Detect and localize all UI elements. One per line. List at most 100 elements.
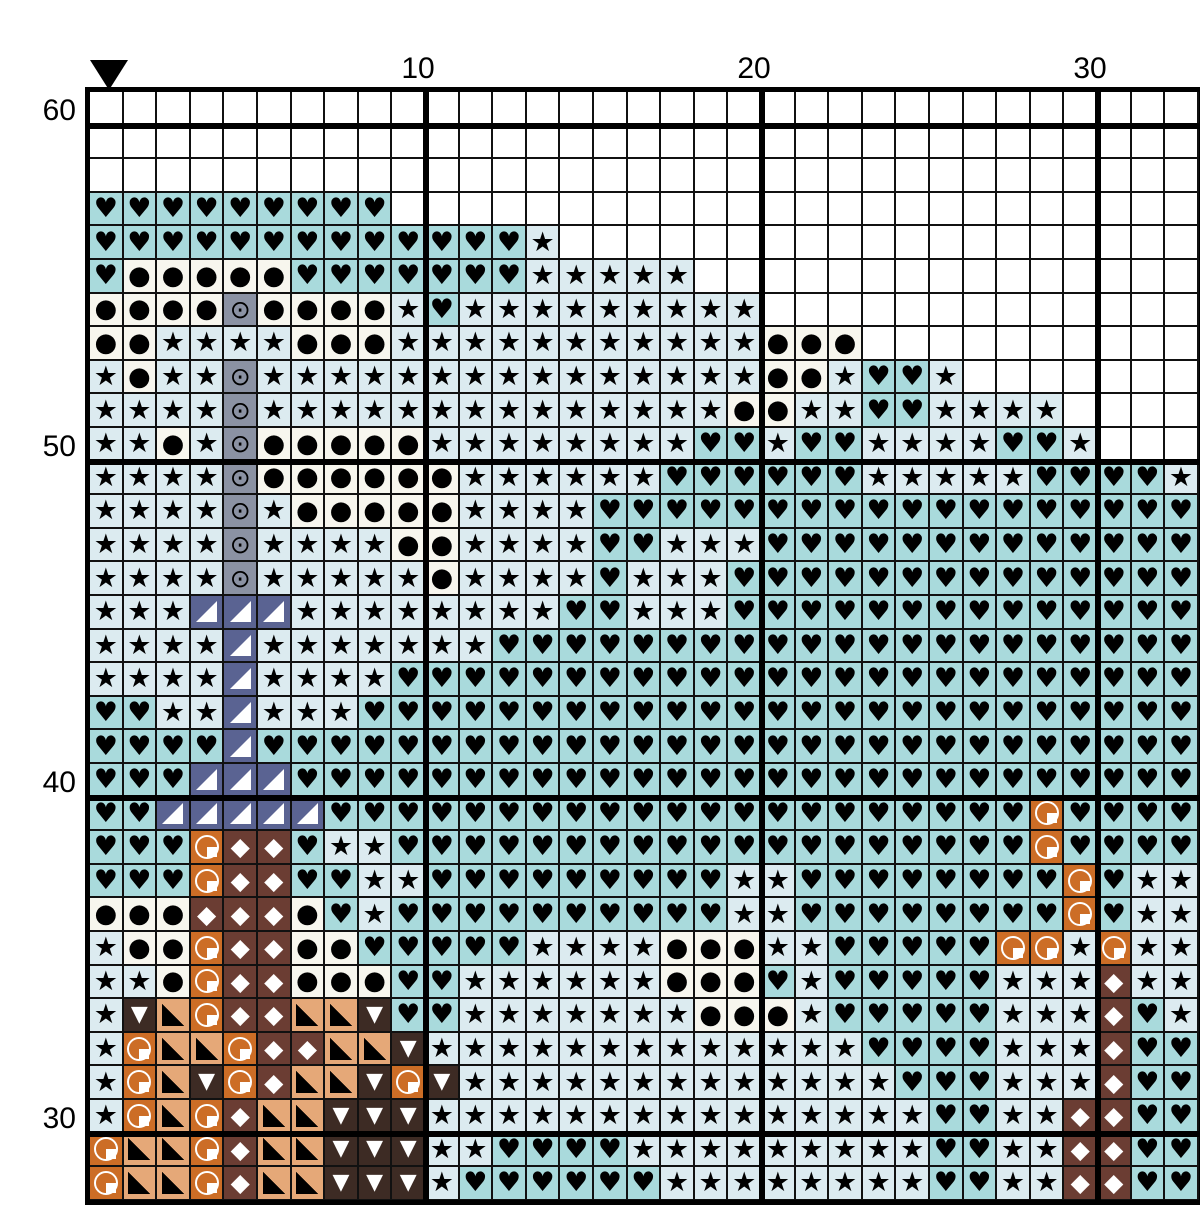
stitch-cell[interactable]: ♥	[762, 495, 796, 529]
stitch-cell[interactable]: ♥	[829, 461, 863, 496]
stitch-cell[interactable]	[426, 92, 460, 126]
stitch-cell[interactable]: ♥	[123, 764, 158, 798]
stitch-cell[interactable]: ♥	[459, 696, 494, 731]
stitch-cell[interactable]: ♥	[560, 1167, 594, 1200]
stitch-cell[interactable]: ♥	[997, 562, 1031, 596]
stitch-cell[interactable]: ★	[862, 1167, 897, 1200]
stitch-cell[interactable]: ●	[258, 260, 292, 294]
stitch-cell[interactable]: ♥	[594, 730, 628, 764]
stitch-cell[interactable]: ♥	[493, 696, 527, 731]
stitch-cell[interactable]: ♥	[426, 730, 460, 764]
stitch-cell[interactable]	[526, 192, 561, 227]
stitch-cell[interactable]	[829, 125, 863, 160]
stitch-cell[interactable]: ♥	[190, 730, 225, 764]
stitch-cell[interactable]: ★	[459, 629, 494, 664]
stitch-cell[interactable]	[123, 125, 158, 160]
stitch-cell[interactable]: ♥	[594, 1133, 628, 1168]
stitch-cell[interactable]: ♥	[1030, 864, 1065, 899]
stitch-cell[interactable]: ♥	[963, 999, 998, 1033]
stitch-cell[interactable]: ◆	[1098, 1100, 1132, 1134]
stitch-cell[interactable]: ♥	[1165, 1167, 1199, 1200]
stitch-cell[interactable]: ♥	[930, 1100, 964, 1134]
stitch-cell[interactable]	[862, 125, 897, 160]
stitch-cell[interactable]: ◆	[224, 898, 258, 932]
stitch-cell[interactable]: ♥	[963, 1066, 998, 1100]
stitch-cell[interactable]: ★	[560, 461, 594, 496]
stitch-cell[interactable]: ♥	[1131, 629, 1166, 664]
stitch-cell[interactable]: ●	[762, 360, 796, 395]
stitch-cell[interactable]	[896, 327, 930, 361]
stitch-cell[interactable]: ♥	[829, 898, 863, 932]
stitch-cell[interactable]: ●	[694, 999, 729, 1033]
stitch-cell[interactable]: ★	[123, 495, 158, 529]
stitch-cell[interactable]: ♥	[291, 730, 326, 764]
stitch-cell[interactable]: ♥	[392, 663, 426, 697]
stitch-cell[interactable]	[157, 92, 191, 126]
stitch-cell[interactable]: ★	[661, 1066, 695, 1100]
stitch-cell[interactable]: ♥	[795, 730, 830, 764]
stitch-cell[interactable]	[1098, 260, 1132, 294]
stitch-cell[interactable]: ★	[560, 1032, 594, 1067]
stitch-cell[interactable]: ♥	[997, 629, 1031, 664]
stitch-cell[interactable]: ●	[661, 932, 695, 966]
stitch-cell[interactable]: ★	[896, 461, 930, 496]
stitch-cell[interactable]: ◆	[1098, 1066, 1132, 1100]
stitch-cell[interactable]: ★	[123, 629, 158, 664]
stitch-cell[interactable]: ♥	[560, 1133, 594, 1168]
stitch-cell[interactable]	[930, 192, 964, 227]
stitch-cell[interactable]	[594, 226, 628, 260]
stitch-cell[interactable]	[694, 192, 729, 227]
stitch-cell[interactable]	[90, 1133, 124, 1168]
stitch-cell[interactable]: ♥	[392, 999, 426, 1033]
stitch-cell[interactable]	[1165, 394, 1199, 428]
stitch-cell[interactable]: ●	[694, 965, 729, 1000]
stitch-cell[interactable]: ★	[325, 831, 359, 865]
stitch-cell[interactable]	[896, 92, 930, 126]
stitch-cell[interactable]	[325, 92, 359, 126]
stitch-cell[interactable]: ♥	[930, 528, 964, 563]
stitch-cell[interactable]: ★	[627, 999, 662, 1033]
stitch-cell[interactable]	[224, 159, 258, 193]
stitch-cell[interactable]: ★	[594, 461, 628, 496]
stitch-cell[interactable]: ★	[190, 327, 225, 361]
stitch-cell[interactable]	[627, 159, 662, 193]
stitch-cell[interactable]: ◆	[1098, 1032, 1132, 1067]
stitch-cell[interactable]: ★	[392, 629, 426, 664]
stitch-cell[interactable]: ♥	[1064, 596, 1098, 630]
stitch-cell[interactable]	[560, 159, 594, 193]
stitch-cell[interactable]: ♥	[1165, 629, 1199, 664]
stitch-cell[interactable]: ♥	[997, 528, 1031, 563]
stitch-cell[interactable]: ♥	[661, 696, 695, 731]
stitch-cell[interactable]	[1165, 125, 1199, 160]
stitch-cell[interactable]	[1098, 226, 1132, 260]
stitch-cell[interactable]: ♥	[358, 226, 393, 260]
stitch-cell[interactable]: ★	[594, 394, 628, 428]
stitch-cell[interactable]: ♥	[90, 696, 124, 731]
stitch-cell[interactable]: ♥	[526, 663, 561, 697]
stitch-cell[interactable]: ◆	[224, 999, 258, 1033]
stitch-cell[interactable]: ♥	[1098, 461, 1132, 496]
stitch-cell[interactable]: ★	[661, 428, 695, 462]
stitch-cell[interactable]	[594, 125, 628, 160]
stitch-cell[interactable]: ★	[560, 528, 594, 563]
stitch-cell[interactable]	[896, 125, 930, 160]
stitch-cell[interactable]: ♥	[694, 730, 729, 764]
stitch-cell[interactable]	[795, 92, 830, 126]
stitch-cell[interactable]: ★	[526, 394, 561, 428]
stitch-cell[interactable]: ♥	[426, 932, 460, 966]
stitch-cell[interactable]: ★	[459, 394, 494, 428]
stitch-cell[interactable]	[325, 1066, 359, 1100]
stitch-cell[interactable]: ♥	[963, 696, 998, 731]
stitch-cell[interactable]: ●	[291, 898, 326, 932]
stitch-cell[interactable]: ♥	[1165, 562, 1199, 596]
stitch-cell[interactable]: ♥	[190, 192, 225, 227]
stitch-cell[interactable]: ♥	[997, 495, 1031, 529]
stitch-cell[interactable]: ★	[728, 1100, 762, 1134]
stitch-cell[interactable]: ★	[157, 394, 191, 428]
stitch-cell[interactable]: ▼	[358, 1100, 393, 1134]
stitch-cell[interactable]: ♥	[627, 730, 662, 764]
stitch-cell[interactable]: ▼	[426, 1066, 460, 1100]
stitch-cell[interactable]: ♥	[1064, 730, 1098, 764]
stitch-cell[interactable]: ★	[627, 327, 662, 361]
stitch-cell[interactable]: ♥	[930, 1133, 964, 1168]
